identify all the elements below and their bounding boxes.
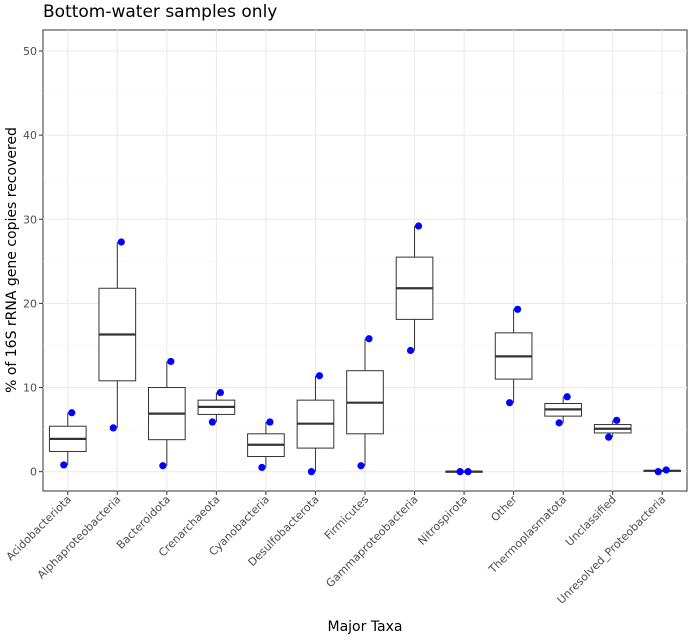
data-point	[506, 399, 514, 407]
data-point	[109, 424, 117, 432]
data-point	[60, 461, 68, 469]
x-tick-label: Firmicutes	[322, 493, 371, 542]
x-tick-label: Nitrospirota	[415, 493, 470, 548]
boxes	[48, 226, 682, 473]
data-point	[266, 418, 274, 426]
data-point	[216, 388, 224, 397]
data-point	[258, 463, 266, 472]
y-axis: 0 10 20 30 40 50	[23, 45, 43, 479]
data-point	[117, 238, 125, 246]
data-point	[357, 462, 365, 470]
x-tick-label: Unresolved_Proteobacteria	[555, 493, 669, 607]
data-point	[514, 305, 522, 313]
data-point	[414, 222, 423, 230]
data-point	[464, 468, 472, 476]
data-point	[555, 419, 563, 427]
data-points	[60, 222, 670, 476]
data-point	[662, 466, 670, 474]
data-point	[167, 357, 175, 366]
y-tick-label: 0	[30, 466, 37, 479]
data-point	[456, 468, 464, 476]
y-tick-label: 30	[23, 213, 37, 226]
data-point	[406, 346, 415, 355]
data-point	[68, 409, 76, 417]
data-point	[365, 335, 373, 343]
data-point	[654, 468, 662, 476]
y-tick-label: 40	[23, 129, 37, 142]
x-tick-label: Other	[488, 493, 520, 525]
data-point	[315, 372, 324, 380]
data-point	[563, 393, 571, 401]
y-axis-title: % of 16S rRNA gene copies recovered	[4, 127, 20, 393]
data-point	[605, 433, 613, 441]
y-tick-label: 10	[23, 382, 37, 395]
data-point	[613, 416, 621, 424]
x-axis: AcidobacteriotaAlphaproteobacteriaBacter…	[4, 491, 669, 607]
data-point	[208, 418, 216, 426]
x-axis-title: Major Taxa	[328, 619, 403, 635]
data-point	[159, 462, 167, 470]
x-tick-label: Gammaproteobacteria	[323, 493, 420, 590]
chart-title: Bottom-water samples only	[43, 2, 278, 22]
y-tick-label: 20	[23, 297, 37, 310]
data-point	[307, 468, 316, 476]
x-tick-label: Alphaproteobacteria	[35, 493, 124, 582]
y-tick-label: 50	[23, 45, 37, 58]
